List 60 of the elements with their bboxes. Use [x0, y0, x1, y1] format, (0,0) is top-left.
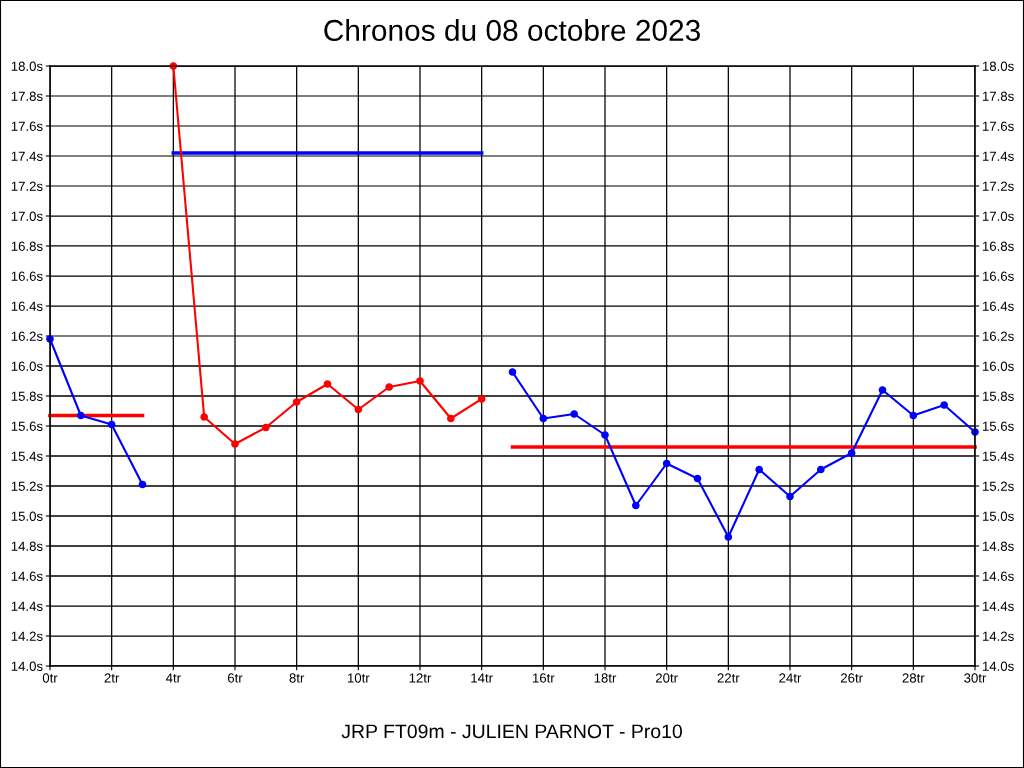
- x-tick-label: 12tr: [409, 673, 432, 683]
- y2-tick-label: 16.2s: [982, 331, 1014, 341]
- y2-tick-label: 16.4s: [982, 301, 1014, 311]
- y-tick-label: 17.6s: [11, 121, 43, 131]
- y2-tick-label: 15.0s: [982, 511, 1014, 521]
- y2-tick-label: 17.2s: [982, 181, 1014, 191]
- y2-tick-label: 16.8s: [982, 241, 1014, 251]
- x-tick-label: 4tr: [165, 673, 181, 683]
- x-tick-label: 0tr: [42, 673, 58, 683]
- y2-tick-label: 17.8s: [982, 91, 1014, 101]
- x-tick-label: 6tr: [227, 673, 243, 683]
- y-tick-label: 14.6s: [11, 571, 43, 581]
- y2-tick-label: 17.4s: [982, 151, 1014, 161]
- x-tick-label: 18tr: [594, 673, 617, 683]
- text: JRP FT09m - JULIEN PARNOT - Pro10: [341, 724, 682, 739]
- y-tick-label: 14.0s: [11, 661, 43, 671]
- y-tick-label: 16.0s: [11, 361, 43, 371]
- y-tick-label: 14.2s: [11, 631, 43, 641]
- y2-tick-label: 17.0s: [982, 211, 1014, 221]
- y-tick-label: 18.0s: [11, 61, 43, 71]
- y2-tick-label: 14.8s: [982, 541, 1014, 551]
- y-tick-label: 16.6s: [11, 271, 43, 281]
- y-tick-label: 17.4s: [11, 151, 43, 161]
- y2-tick-label: 14.6s: [982, 571, 1014, 581]
- x-tick-label: 28tr: [902, 673, 925, 683]
- y-tick-label: 17.2s: [11, 181, 43, 191]
- y-tick-label: 15.8s: [11, 391, 43, 401]
- x-tick-label: 8tr: [289, 673, 305, 683]
- x-tick-label: 22tr: [717, 673, 740, 683]
- x-tick-label: 24tr: [779, 673, 802, 683]
- y-tick-label: 14.8s: [11, 541, 43, 551]
- y-tick-label: 16.4s: [11, 301, 43, 311]
- y-tick-label: 17.0s: [11, 211, 43, 221]
- y-tick-label: 15.6s: [11, 421, 43, 431]
- y2-tick-label: 16.6s: [982, 271, 1014, 281]
- y-tick-label: 16.8s: [11, 241, 43, 251]
- y-tick-label: 14.4s: [11, 601, 43, 611]
- y2-tick-label: 15.4s: [982, 451, 1014, 461]
- x-tick-label: 10tr: [347, 673, 370, 683]
- y2-tick-label: 16.0s: [982, 361, 1014, 371]
- y2-tick-label: 15.8s: [982, 391, 1014, 401]
- x-tick-label: 26tr: [840, 673, 863, 683]
- y2-tick-label: 14.2s: [982, 631, 1014, 641]
- y2-tick-label: 14.4s: [982, 601, 1014, 611]
- x-tick-label: 20tr: [655, 673, 678, 683]
- x-tick-label: 14tr: [471, 673, 493, 683]
- y2-tick-label: 18.0s: [982, 61, 1014, 71]
- y2-tick-label: 15.6s: [982, 421, 1014, 431]
- x-tick-label: 30tr: [964, 673, 987, 683]
- y2-tick-label: 17.6s: [982, 121, 1014, 131]
- chart-title: Chronos du 08 octobre 2023: [324, 19, 700, 42]
- y2-tick-label: 14.0s: [982, 661, 1014, 671]
- y-tick-label: 15.0s: [11, 511, 43, 521]
- x-tick-label: 16tr: [532, 673, 555, 683]
- y-tick-label: 16.2s: [11, 331, 43, 341]
- x-tick-label: 2tr: [104, 673, 120, 683]
- y-tick-label: 15.2s: [11, 481, 43, 491]
- y-tick-label: 17.8s: [11, 91, 43, 101]
- y-tick-label: 15.4s: [11, 451, 43, 461]
- y2-tick-label: 15.2s: [982, 481, 1014, 491]
